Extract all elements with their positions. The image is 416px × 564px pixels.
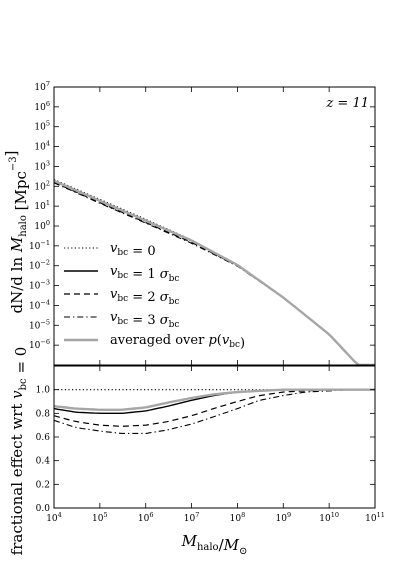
- bottom-y-tick-label: 0.8: [36, 409, 51, 419]
- top-panel-lines: [53, 178, 375, 367]
- fractional-effect-panel: 104 105 106 107 108 109 1010 1011 0.0 0.2 0.4 0.6 0.…: [8, 347, 385, 557]
- bottom-panel-frame: [53, 365, 376, 509]
- top-y-tick-label: 106: [34, 100, 50, 113]
- legend: vbc = 0 vbc = 1 σbc vbc = 2 σbc vbc = 3 σbc…: [64, 241, 245, 351]
- top-y-tick-label: 107: [34, 80, 50, 93]
- bottom-y-tick-label: 0.6: [36, 433, 51, 443]
- x-axis-label: Mhalo/M⊙: [181, 532, 248, 557]
- top-y-tick-label: 10−3: [29, 279, 50, 292]
- x-tick-label: 105: [92, 511, 108, 524]
- x-tick-label: 1010: [319, 511, 339, 524]
- bottom-y-tick-label: 0.4: [36, 457, 51, 467]
- top-y-tick-label: 100: [34, 219, 50, 232]
- x-tick-label: 108: [230, 511, 246, 524]
- bottom-y-tick-label: 1.0: [36, 386, 51, 396]
- series-line-0: [53, 178, 375, 366]
- series-line-3: [53, 389, 375, 434]
- bottom-y-tick-label: 0.2: [36, 480, 50, 490]
- top-panel-ticks: 10−6 10−5 10−4 10−3 10−2 10−1 100 101 102 103 104 1…: [29, 80, 376, 366]
- x-tick-label: 104: [46, 511, 62, 524]
- bottom-y-tick-label: 0.0: [36, 504, 51, 514]
- halo-mass-function-panel: 10−6 10−5 10−4 10−3 10−2 10−1 100 101 102 103 104 1…: [2, 80, 376, 367]
- legend-label: vbc = 2 σbc: [110, 287, 179, 307]
- top-y-tick-label: 102: [34, 179, 50, 192]
- x-tick-label: 109: [275, 511, 291, 524]
- series-line-4: [53, 388, 375, 411]
- top-y-tick-label: 103: [34, 159, 50, 172]
- bottom-y-axis-label: fractional effect wrt vbc = 0: [8, 347, 30, 556]
- legend-label: averaged over p(vbc): [110, 333, 245, 351]
- top-y-tick-label: 10−5: [29, 318, 50, 331]
- bottom-panel-lines: [53, 388, 375, 434]
- legend-label: vbc = 1 σbc: [110, 264, 179, 284]
- top-y-tick-label: 104: [34, 140, 50, 153]
- top-y-tick-label: 10−4: [29, 298, 50, 311]
- x-tick-label: 107: [184, 511, 200, 524]
- redshift-label: z = 11: [325, 96, 369, 111]
- legend-label: vbc = 3 σbc: [110, 310, 179, 330]
- top-y-tick-label: 10−1: [29, 239, 50, 252]
- legend-label: vbc = 0: [110, 241, 156, 259]
- series-line-4: [53, 179, 375, 367]
- top-y-tick-label: 10−2: [29, 259, 50, 272]
- x-tick-label: 106: [138, 511, 154, 524]
- top-y-tick-label: 105: [34, 120, 50, 133]
- top-panel-frame: [53, 86, 376, 366]
- top-y-tick-label: 101: [34, 199, 50, 212]
- x-tick-label: 1011: [365, 511, 385, 524]
- top-y-tick-label: 10−6: [29, 338, 50, 351]
- top-y-axis-label: dN/d ln Mhalo [Mpc−3]: [2, 151, 30, 314]
